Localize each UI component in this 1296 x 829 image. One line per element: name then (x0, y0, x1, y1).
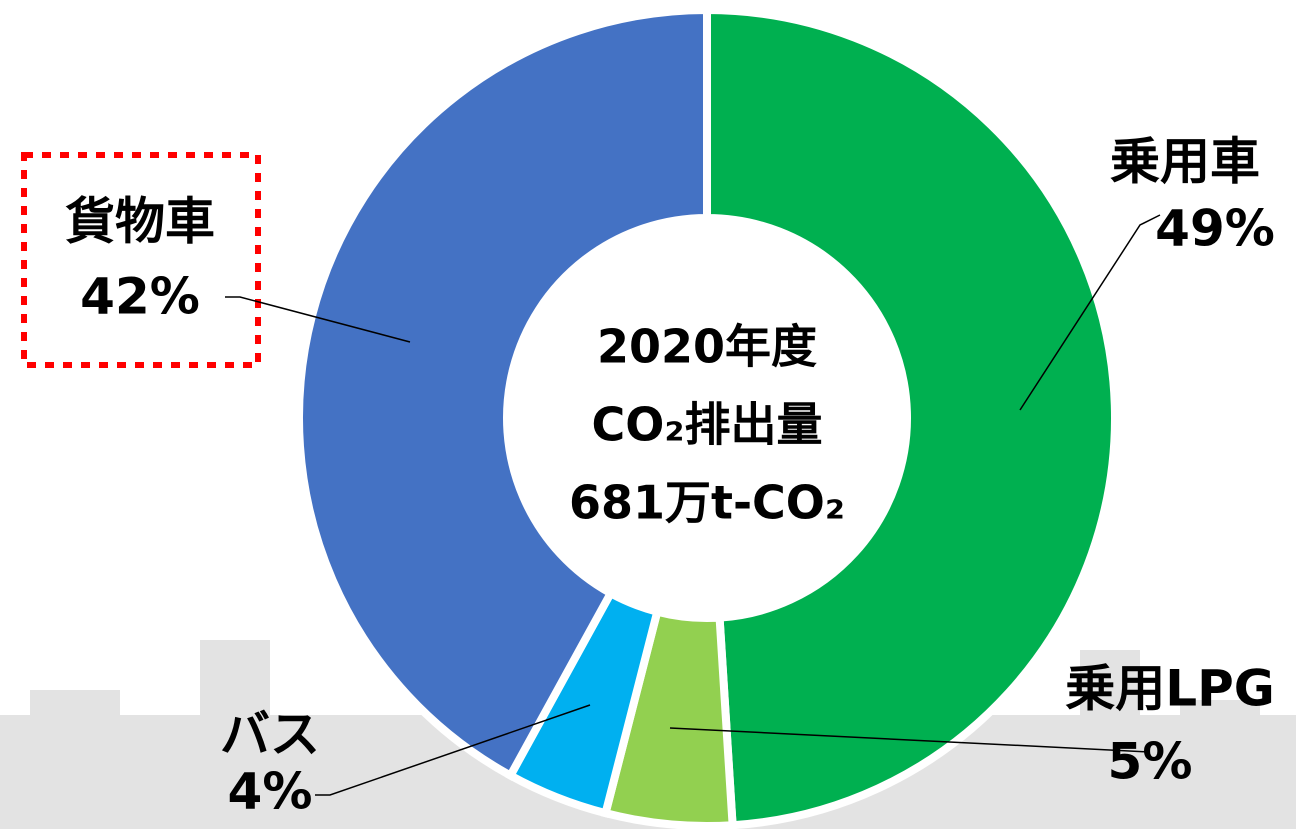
leader-line (225, 296, 411, 343)
value-label: 5% (1108, 733, 1193, 791)
center-text: CO₂排出量 (591, 398, 822, 452)
center-text: 2020年度 (597, 320, 817, 374)
value-label: 42% (80, 268, 200, 326)
category-label: バス (220, 706, 320, 764)
leader-line (315, 704, 591, 796)
slice (703, 5, 1119, 829)
leader-line (1019, 214, 1161, 411)
leader-line (669, 727, 1151, 753)
category-label: 乗用LPG (1065, 660, 1275, 718)
value-label: 4% (228, 763, 313, 821)
center-text: 681万t-CO₂ (569, 476, 845, 530)
category-label: 貨物車 (65, 193, 215, 251)
slice (295, 5, 711, 781)
category-label: 乗用車 (1110, 133, 1260, 191)
highlight-box (21, 152, 261, 368)
value-label: 49% (1155, 200, 1275, 258)
